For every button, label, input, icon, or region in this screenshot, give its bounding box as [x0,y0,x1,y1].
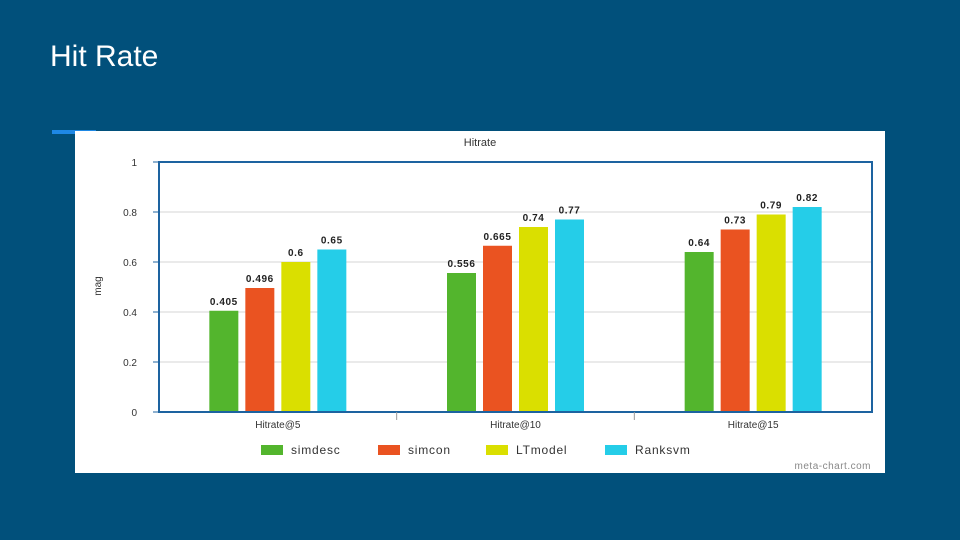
data-label: 0.73 [724,216,746,227]
legend-label: Ranksvm [635,443,691,457]
grid-lines [159,211,872,363]
slide-title: Hit Rate [50,40,159,73]
bar [245,288,275,412]
y-tick-label: 0.6 [123,258,137,269]
y-tick-label: 0.8 [123,208,137,219]
bar [281,262,311,412]
data-label: 0.82 [796,193,818,204]
bar [317,249,347,412]
bar [447,273,476,412]
chart-title: Hitrate [464,137,496,149]
y-tick-label: 0 [131,408,137,419]
title-accent-bar [52,130,96,134]
bar [483,245,512,412]
legend-label: LTmodel [516,443,567,457]
bar [792,207,822,412]
legend-label: simdesc [291,443,341,457]
chart-panel: Hitrate mag meta-chart.com 0 0.2 0.4 0.6 0.8… [75,131,885,473]
bar [756,214,786,412]
plot-border [158,161,873,413]
y-tick-label: 1 [131,158,137,169]
data-labels: 0.405 0.496 0.6 0.65 0.556 0.665 0.74 0.77 0.64 0… [210,193,818,308]
legend-swatch [261,445,283,455]
legend-label: simcon [408,443,451,457]
data-label: 0.556 [447,259,475,270]
data-label: 0.6 [288,248,304,259]
bar [720,229,750,412]
data-label: 0.665 [483,232,511,243]
legend: simdesc simcon LTmodel Ranksvm [261,443,691,457]
data-label: 0.65 [321,236,343,247]
legend-swatch [486,445,508,455]
bar-chart: Hitrate mag meta-chart.com 0 0.2 0.4 0.6 0.8… [93,137,873,472]
legend-swatch [605,445,627,455]
data-label: 0.77 [559,206,581,217]
bar [555,219,584,412]
data-label: 0.79 [760,201,782,212]
watermark: meta-chart.com [795,461,871,472]
bars [209,207,822,412]
x-tick-label: Hitrate@10 [490,420,541,431]
y-tick-label: 0.2 [123,358,137,369]
data-label: 0.496 [246,274,274,285]
data-label: 0.405 [210,297,238,308]
axes: 0 0.2 0.4 0.6 0.8 1 Hitrate@5 Hitrate@10 Hitrate… [123,158,873,431]
x-tick-label: Hitrate@5 [255,420,301,431]
x-tick-label: Hitrate@15 [728,420,779,431]
bar [684,252,714,412]
bar [519,227,548,412]
bar [209,310,239,412]
data-label: 0.74 [523,213,545,224]
y-axis-label: mag [93,276,104,295]
y-tick-label: 0.4 [123,308,137,319]
data-label: 0.64 [688,238,710,249]
legend-swatch [378,445,400,455]
